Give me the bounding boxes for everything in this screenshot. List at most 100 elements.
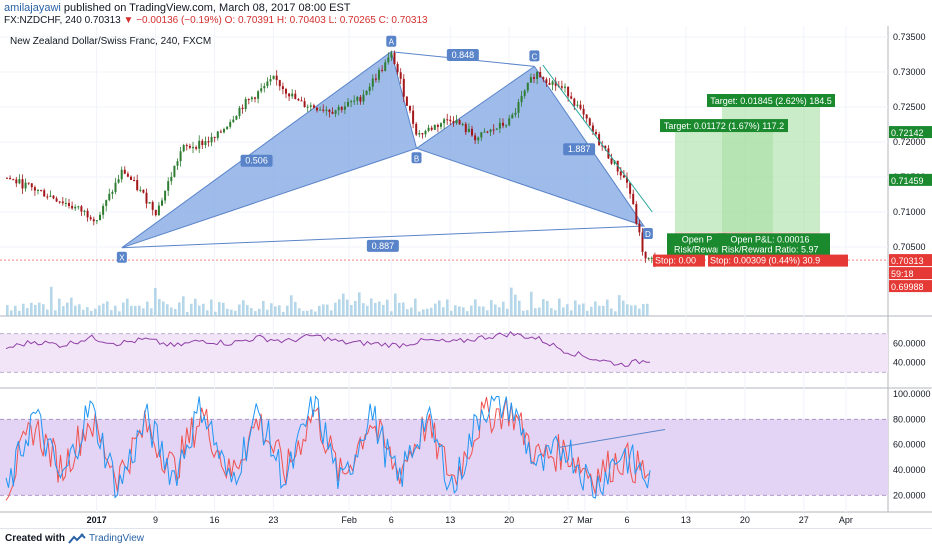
candle-body xyxy=(145,192,148,204)
pnl-badge xyxy=(667,233,727,256)
volume-bar xyxy=(238,304,241,316)
volume-bar xyxy=(518,300,521,316)
candle-body xyxy=(27,182,30,184)
candle-body xyxy=(427,127,430,131)
time-axis-tick: 13 xyxy=(445,515,455,525)
candle-body xyxy=(328,109,331,113)
candle-body xyxy=(37,189,39,191)
volume-bar xyxy=(262,300,265,316)
candle-body xyxy=(260,88,263,92)
chart-canvas[interactable]: New Zealand Dollar/Swiss Franc, 240, FXC… xyxy=(0,0,932,528)
target-badge xyxy=(660,119,788,133)
volume-bar xyxy=(442,307,445,316)
candle-body xyxy=(86,210,89,218)
candle-body xyxy=(495,128,498,130)
candle-body xyxy=(89,217,92,220)
volume-bar xyxy=(274,306,277,316)
stoch-axis-tick: 60.0000 xyxy=(893,440,926,450)
volume-bar xyxy=(594,301,597,316)
price-axis-badge xyxy=(889,280,932,293)
volume-bar xyxy=(254,311,257,316)
volume-bar xyxy=(234,310,237,316)
time-axis-tick: 13 xyxy=(681,515,691,525)
candle-body xyxy=(257,91,260,99)
candle-body xyxy=(136,179,139,191)
volume-bar xyxy=(466,311,469,316)
candle-body xyxy=(232,119,235,123)
volume-bar xyxy=(138,305,141,316)
target-label: Target: 0.01845 (2.62%) 184.5 xyxy=(710,96,832,106)
volume-bars xyxy=(6,286,649,316)
publisher-name[interactable]: amilajayawi xyxy=(4,2,61,14)
volume-bar xyxy=(370,298,373,316)
candle-body xyxy=(331,112,334,114)
tradingview-brand[interactable]: TradingView xyxy=(89,533,145,544)
open-value: O: 0.70391 xyxy=(224,15,275,26)
volume-bar xyxy=(318,305,321,316)
ratio-label: 0.506 xyxy=(245,156,268,166)
volume-bar xyxy=(490,300,493,316)
harmonic-pattern xyxy=(121,50,646,249)
candle-body xyxy=(638,223,641,233)
candle-body xyxy=(108,193,111,201)
candle-body xyxy=(312,105,315,108)
candle-body xyxy=(582,108,585,115)
volume-bar xyxy=(562,307,565,316)
time-axis-tick: Feb xyxy=(341,515,357,525)
rsi-band xyxy=(0,333,888,373)
candle-body xyxy=(161,200,163,206)
volume-bar xyxy=(198,305,201,316)
volume-bar xyxy=(398,302,401,316)
volume-bar xyxy=(114,305,117,316)
volume-bar xyxy=(578,304,581,316)
volume-bar xyxy=(34,305,37,316)
candle-body xyxy=(77,206,80,208)
volume-bar xyxy=(438,300,441,316)
symbol-label[interactable]: FX:NZDCHF, 240 xyxy=(4,15,82,26)
candle-body xyxy=(604,145,607,149)
volume-bar xyxy=(206,310,209,316)
candle-body xyxy=(443,119,446,124)
pattern-point-badge xyxy=(386,35,397,47)
candle-body xyxy=(52,195,55,199)
candle-body xyxy=(61,201,64,204)
pattern-point-label: X xyxy=(119,254,125,263)
candle-body xyxy=(80,206,83,212)
risk-reward-label: Risk/Rewar xyxy=(674,244,720,254)
volume-bar xyxy=(406,309,409,316)
rsi-axis-tick: 60.0000 xyxy=(893,338,926,348)
candle-body xyxy=(297,98,300,101)
volume-bar xyxy=(474,299,477,316)
candle-body xyxy=(241,107,244,109)
candle-body xyxy=(471,128,473,136)
volume-bar xyxy=(302,310,305,316)
candle-body xyxy=(480,132,483,138)
price-axis-badge xyxy=(889,173,932,186)
candle-body xyxy=(201,140,204,146)
price-axis-badge xyxy=(889,254,932,267)
volume-bar xyxy=(414,298,417,316)
candle-body xyxy=(18,179,21,184)
candle-body xyxy=(402,78,405,97)
candle-body xyxy=(21,179,24,189)
candle-body xyxy=(164,190,167,201)
volume-bar xyxy=(278,305,281,316)
price-axis-badge xyxy=(889,126,932,139)
candle-body xyxy=(626,177,628,183)
candle-body xyxy=(362,94,365,102)
volume-bar xyxy=(330,310,333,316)
candle-body xyxy=(126,173,129,177)
candle-body xyxy=(322,109,325,111)
pattern-point-badge xyxy=(116,251,127,263)
volume-bar xyxy=(430,307,433,316)
candle-body xyxy=(173,165,176,177)
tradingview-logo-icon[interactable] xyxy=(68,532,86,550)
candle-body xyxy=(536,71,539,79)
candle-body xyxy=(560,86,563,88)
candle-body xyxy=(185,145,188,147)
rsi-line xyxy=(5,331,651,368)
candle-body xyxy=(213,136,216,138)
candle-body xyxy=(111,191,114,194)
volume-bar xyxy=(218,302,221,316)
volume-bar xyxy=(394,293,397,316)
